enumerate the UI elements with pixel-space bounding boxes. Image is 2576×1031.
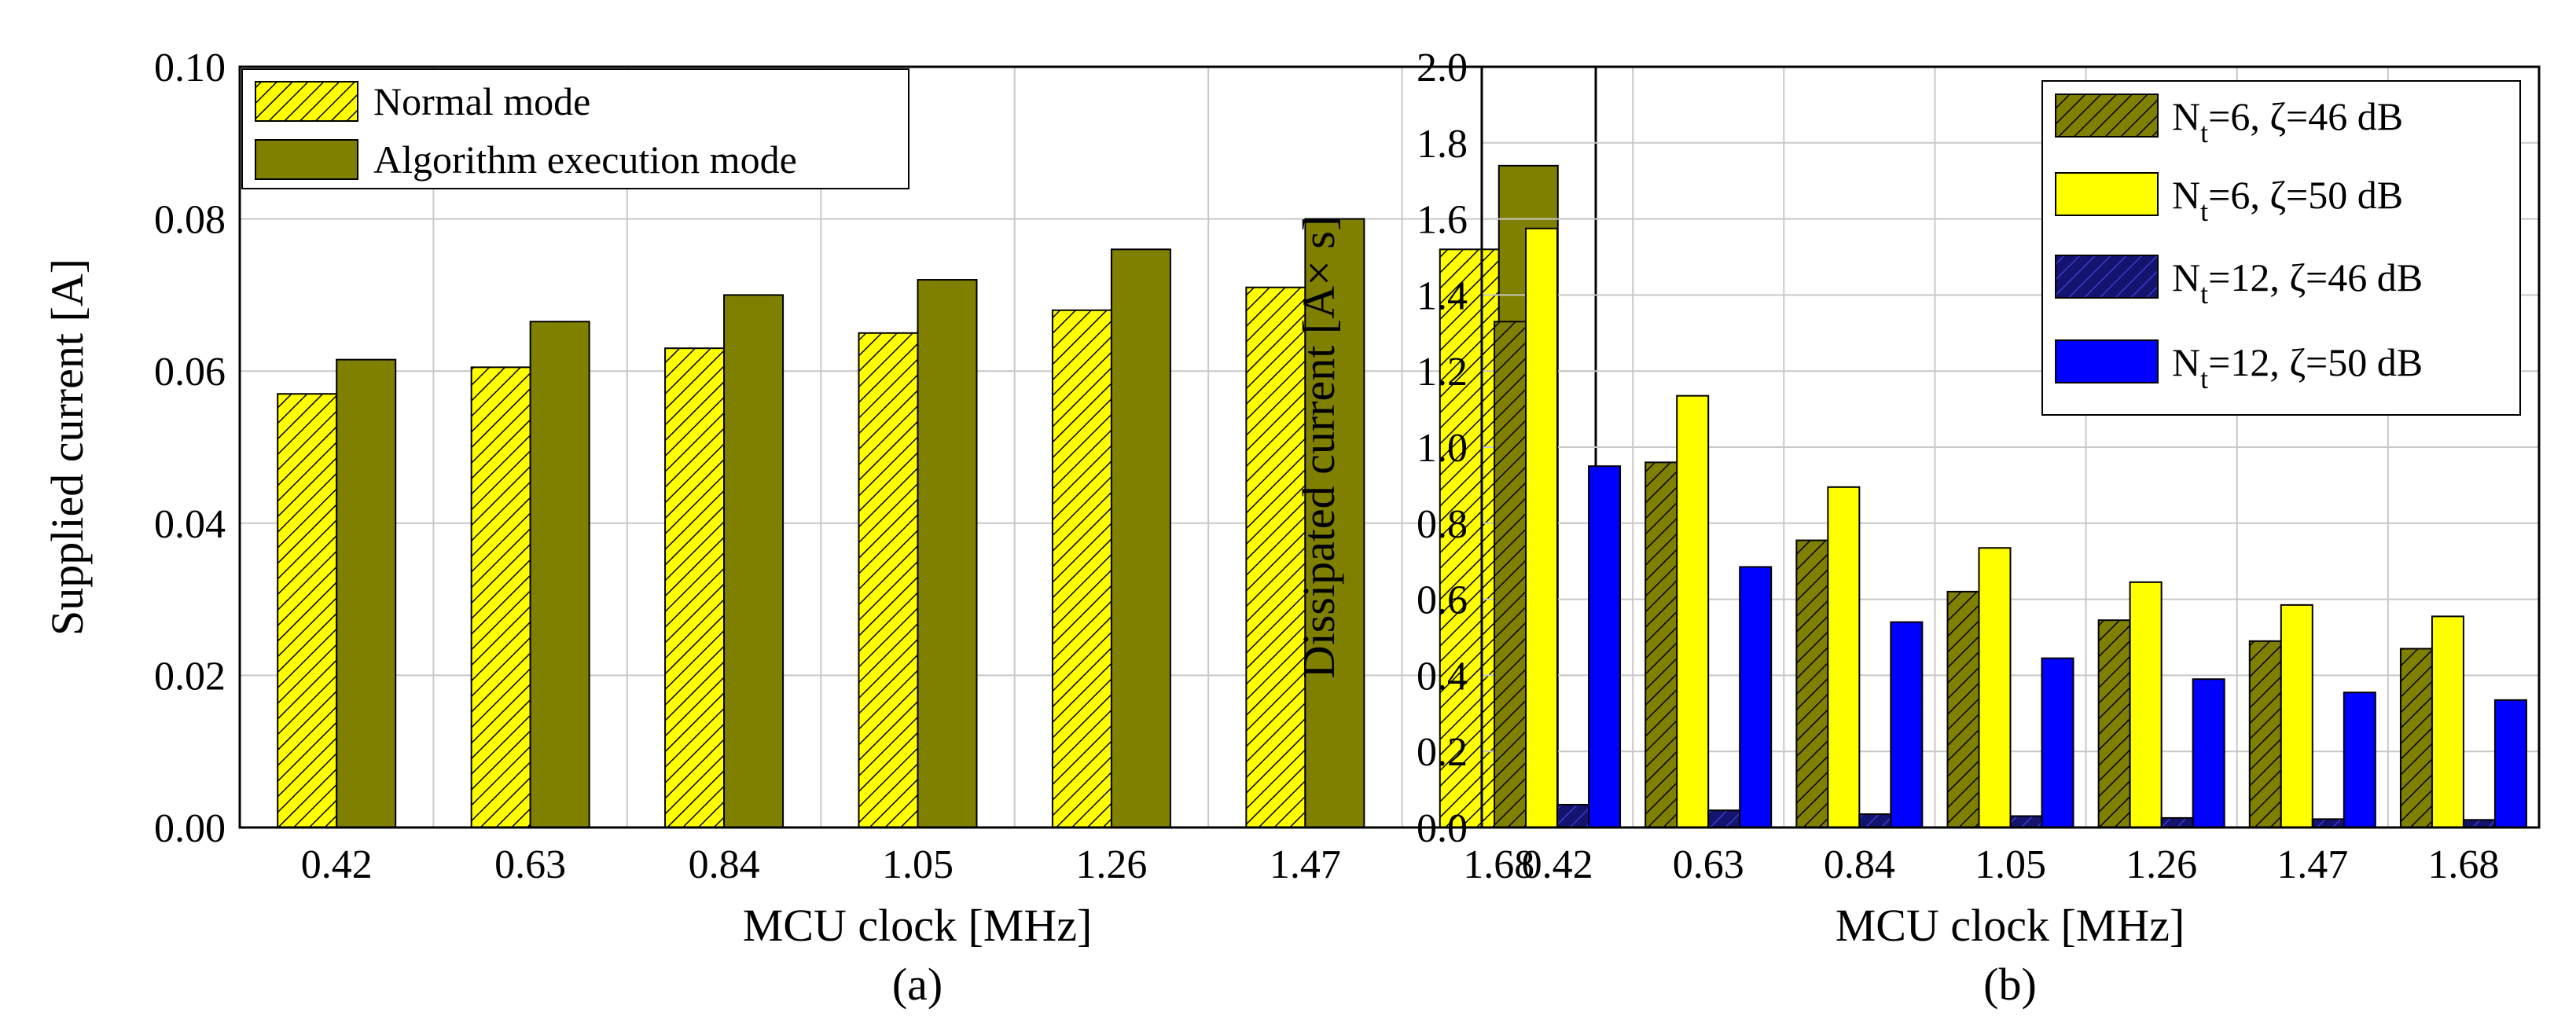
legend-label-algorithm-execution-mode: Algorithm execution mode (373, 138, 797, 182)
chart-a-caption: (a) (892, 959, 943, 1010)
chart-b-y-tick-label: 0.8 (1417, 502, 1468, 547)
chart-b-bar-series1-1_68 (2431, 615, 2464, 828)
chart-b-bar-series0-0_63 (1644, 461, 1678, 828)
chart-b-x-tick-label: 0.42 (1522, 842, 1593, 887)
chart-b-bar-series3-1_26 (2192, 678, 2225, 828)
chart-a-x-tick-label: 1.26 (1075, 842, 1147, 887)
chart-b-bar-series3-0_84 (1890, 621, 1924, 828)
chart-a-y-tick-label: 0.06 (154, 350, 226, 394)
chart-a-legend: Normal mode Algorithm execution mode (241, 68, 910, 189)
chart-b-plot-frame (1480, 65, 2541, 829)
chart-a-bar-series0-1_68 (1439, 248, 1500, 828)
chart-b-x-ticks: 0.42 0.63 0.84 1.05 1.26 1.47 1.68 (1522, 842, 2500, 887)
chart-b-bar-series3-1_68 (2493, 699, 2527, 828)
chart-b-legend: Nt=6, ζ=46 dB Nt=6, ζ=50 dB Nt=12, ζ=46 … (2041, 80, 2521, 416)
legend-label-nt12-zeta50: Nt=12, ζ=50 dB (2172, 340, 2423, 394)
chart-a-x-tick-label: 1.05 (882, 842, 954, 887)
chart-b-bar-series1-0_42 (1525, 227, 1559, 828)
chart-b-x-tick-label: 1.26 (2126, 842, 2197, 887)
chart-b-x-tick-label: 1.05 (1975, 842, 2046, 887)
chart-a-supplied-current: 0.00 0.02 0.04 0.06 0.08 0.10 0.42 0.63 0.84 1.0… (42, 46, 1597, 1010)
legend-swatch-nt12-zeta50 (2055, 339, 2159, 383)
chart-b-y-tick-label: 1.2 (1417, 350, 1468, 394)
chart-a-bar-series1-0_42 (336, 358, 397, 828)
legend-label-nt6-zeta50: Nt=6, ζ=50 dB (2172, 173, 2403, 227)
chart-a-x-tick-label: 1.47 (1270, 842, 1341, 887)
chart-b-bar-series0-1_26 (2097, 619, 2131, 828)
chart-b-x-tick-label: 1.68 (2427, 842, 2499, 887)
chart-a-y-tick-label: 0.04 (154, 502, 226, 547)
chart-b-y-tick-label: 1.0 (1417, 426, 1468, 471)
legend-label-nt12-zeta46: Nt=12, ζ=46 dB (2172, 255, 2423, 310)
chart-b-bar-series1-1_26 (2129, 581, 2163, 828)
chart-b-bar-series3-1_05 (2041, 657, 2074, 828)
chart-a-y-ticks: 0.00 0.02 0.04 0.06 0.08 0.10 (154, 46, 226, 851)
legend-swatch-algorithm-execution-mode (255, 139, 358, 180)
chart-a-bar-series0-1_05 (858, 332, 919, 828)
chart-b-bar-series0-1_68 (2399, 648, 2433, 829)
chart-a-x-axis-label: MCU clock [MHz] (743, 900, 1093, 951)
chart-a-bar-series1-0_84 (723, 294, 785, 828)
chart-b-bar-series2-0_63 (1707, 809, 1741, 828)
chart-b-y-tick-label: 0.4 (1417, 654, 1468, 699)
chart-b-bar-series0-1_47 (2248, 640, 2282, 829)
chart-a-bar-series1-0_63 (529, 321, 590, 828)
chart-a-bar-series1-1_26 (1110, 248, 1171, 828)
legend-label-nt6-zeta46: Nt=6, ζ=46 dB (2172, 94, 2403, 149)
chart-a-x-ticks: 0.42 0.63 0.84 1.05 1.26 1.47 1.68 (301, 842, 1535, 887)
chart-b-x-tick-label: 1.47 (2277, 842, 2348, 887)
chart-b-bar-series3-1_47 (2343, 692, 2376, 828)
chart-b-y-axis-label: Dissipated current [A× s] (1293, 216, 1344, 678)
chart-b-y-tick-label: 2.0 (1417, 46, 1468, 90)
chart-b-x-tick-label: 0.63 (1673, 842, 1744, 887)
chart-b-x-tick-label: 0.84 (1824, 842, 1895, 887)
chart-b-bar-series3-0_42 (1588, 465, 1622, 828)
chart-a-bar-series0-0_63 (470, 366, 531, 828)
chart-b-y-tick-label: 1.6 (1417, 198, 1468, 243)
chart-a-x-tick-label: 0.63 (494, 842, 566, 887)
chart-b-y-tick-label: 0.2 (1417, 730, 1468, 775)
legend-swatch-nt12-zeta46 (2055, 255, 2159, 299)
legend-swatch-nt6-zeta46 (2055, 94, 2159, 138)
chart-a-y-tick-label: 0.08 (154, 198, 226, 243)
chart-a-bar-series0-1_26 (1051, 309, 1112, 828)
chart-b-bar-series1-1_47 (2280, 604, 2313, 828)
chart-b-bar-series1-0_84 (1827, 486, 1861, 828)
chart-b-x-axis-label: MCU clock [MHz] (1836, 900, 2185, 951)
chart-b-bar-series0-0_42 (1494, 321, 1527, 828)
chart-b-bar-series3-0_63 (1739, 566, 1773, 829)
chart-a-bar-series0-0_84 (664, 347, 726, 829)
chart-a-y-tick-label: 0.00 (154, 806, 226, 851)
chart-b-bar-series0-1_05 (1946, 590, 1980, 828)
chart-a-x-tick-label: 1.68 (1463, 842, 1534, 887)
chart-b-bar-series2-1_47 (2311, 818, 2345, 829)
chart-b-y-ticks: 0.0 0.2 0.4 0.6 0.8 1.0 1.2 1.4 1.6 1.8 2.0 (1417, 46, 1468, 851)
chart-b-bar-series0-0_84 (1795, 539, 1829, 829)
chart-a-x-tick-label: 0.84 (689, 842, 760, 887)
chart-b-y-tick-label: 1.8 (1417, 122, 1468, 167)
legend-swatch-nt6-zeta50 (2055, 172, 2159, 216)
chart-b-bar-series1-0_63 (1676, 394, 1710, 829)
chart-b-bar-series1-1_05 (1978, 547, 2012, 828)
chart-b-caption: (b) (1983, 959, 2037, 1010)
chart-b-y-tick-label: 0.6 (1417, 578, 1468, 623)
chart-a-y-axis-label: Supplied current [A] (42, 259, 93, 636)
chart-b-bar-series2-0_84 (1858, 813, 1892, 829)
chart-b-bar-series2-1_26 (2160, 816, 2194, 829)
chart-b-dissipated-current: 0.00.20.40.60.81.01.21.41.61.82.0 0.42 0.… (1293, 46, 2541, 1010)
chart-b-bars (1494, 227, 2527, 829)
chart-a-bars (277, 164, 1559, 829)
chart-a-y-tick-label: 0.02 (154, 654, 226, 699)
chart-a-y-tick-label: 0.10 (154, 46, 226, 90)
chart-a-bar-series1-1_05 (917, 279, 978, 829)
chart-b-y-tick-label: 1.4 (1417, 273, 1468, 318)
chart-b-bar-series2-0_42 (1556, 803, 1590, 829)
legend-label-normal-mode: Normal mode (373, 79, 590, 123)
chart-b-bar-series2-1_05 (2009, 815, 2043, 828)
chart-a-x-tick-label: 0.42 (301, 842, 373, 887)
legend-swatch-normal-mode (255, 81, 358, 122)
chart-b-y-tick-label: 0.0 (1417, 806, 1468, 851)
chart-a-bar-series0-0_42 (277, 393, 338, 828)
